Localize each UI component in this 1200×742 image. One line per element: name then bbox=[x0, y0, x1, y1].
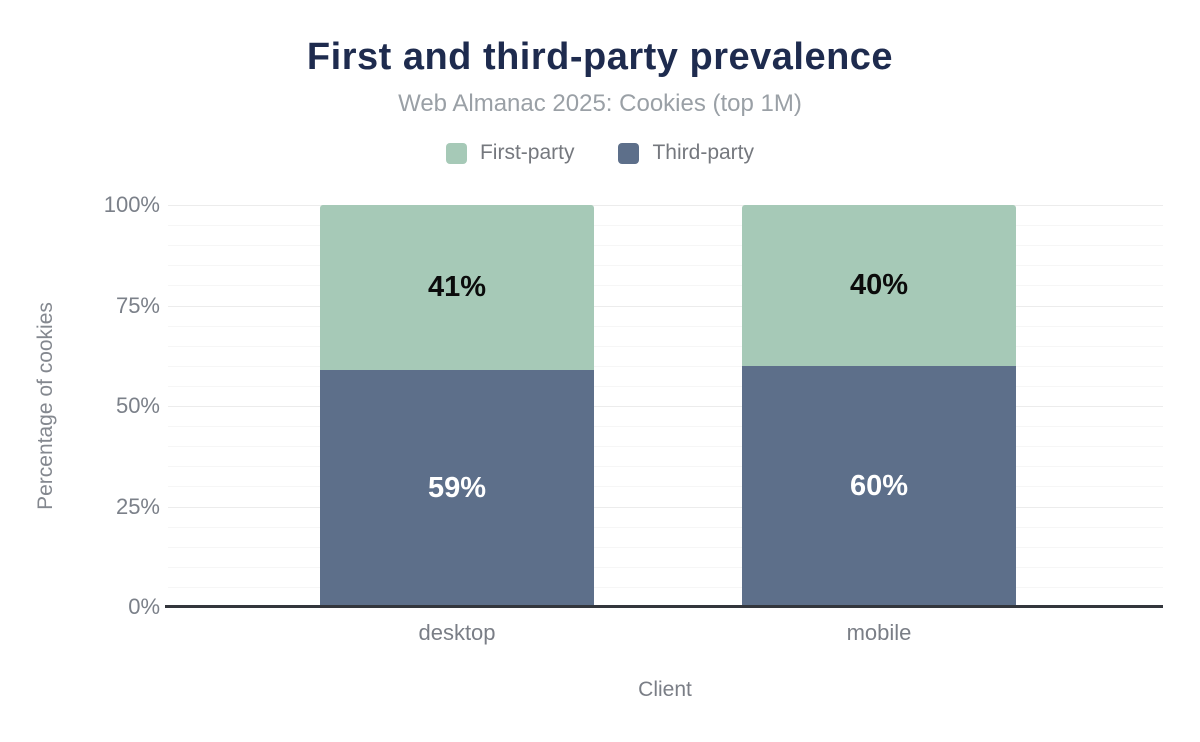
chart-subtitle: Web Almanac 2025: Cookies (top 1M) bbox=[398, 90, 802, 117]
legend-item-first-party: First-party bbox=[445, 141, 575, 165]
third-party-swatch-icon bbox=[618, 142, 640, 164]
gridline-95 bbox=[168, 225, 1163, 227]
first-party-swatch-icon bbox=[445, 142, 467, 164]
x-tick-label-desktop: desktop bbox=[418, 620, 496, 645]
gridline-30 bbox=[168, 486, 1163, 488]
legend-label: First-party bbox=[479, 141, 575, 164]
x-axis-line bbox=[165, 605, 1163, 608]
gridline-25 bbox=[168, 506, 1163, 508]
gridline-20 bbox=[168, 526, 1163, 528]
gridline-35 bbox=[168, 466, 1163, 468]
gridline-10 bbox=[168, 566, 1163, 568]
legend-label: Third-party bbox=[652, 141, 755, 164]
legend-item-third-party: Third-party bbox=[618, 141, 754, 165]
y-tick-label-100: 100% bbox=[103, 192, 160, 217]
bar-segment-desktop-first-party: 41% bbox=[320, 205, 594, 370]
y-tick-label-75: 75% bbox=[115, 292, 160, 318]
y-tick-label-25: 25% bbox=[115, 493, 160, 519]
gridline-85 bbox=[168, 265, 1163, 267]
bar-segment-mobile-first-party: 40% bbox=[742, 205, 1016, 366]
gridline-100 bbox=[168, 205, 1163, 206]
gridline-40 bbox=[168, 446, 1163, 448]
chart-legend: First-party Third-party bbox=[0, 141, 1200, 165]
gridline-15 bbox=[168, 546, 1163, 548]
gridline-65 bbox=[168, 345, 1163, 347]
chart-title: First and third-party prevalence bbox=[306, 36, 894, 78]
gridline-45 bbox=[168, 426, 1163, 428]
plot-area: 41% 59% 40% 60% bbox=[168, 205, 1163, 607]
bar-segment-mobile-third-party: 60% bbox=[742, 365, 1016, 607]
bar-segment-desktop-third-party: 59% bbox=[320, 369, 594, 607]
stacked-bar-mobile: 40% 60% bbox=[742, 205, 1016, 607]
x-axis-title: Client bbox=[638, 678, 692, 701]
gridline-55 bbox=[168, 385, 1163, 387]
gridline-75 bbox=[168, 305, 1163, 307]
x-tick-label-mobile: mobile bbox=[846, 620, 912, 645]
gridline-80 bbox=[168, 285, 1163, 287]
y-tick-label-0: 0% bbox=[128, 594, 160, 619]
gridline-5 bbox=[168, 586, 1163, 588]
y-tick-label-50: 50% bbox=[115, 393, 160, 418]
gridline-60 bbox=[168, 365, 1163, 367]
gridline-50 bbox=[168, 406, 1163, 407]
gridline-90 bbox=[168, 245, 1163, 247]
gridline-70 bbox=[168, 325, 1163, 327]
stacked-bar-desktop: 41% 59% bbox=[320, 205, 594, 607]
